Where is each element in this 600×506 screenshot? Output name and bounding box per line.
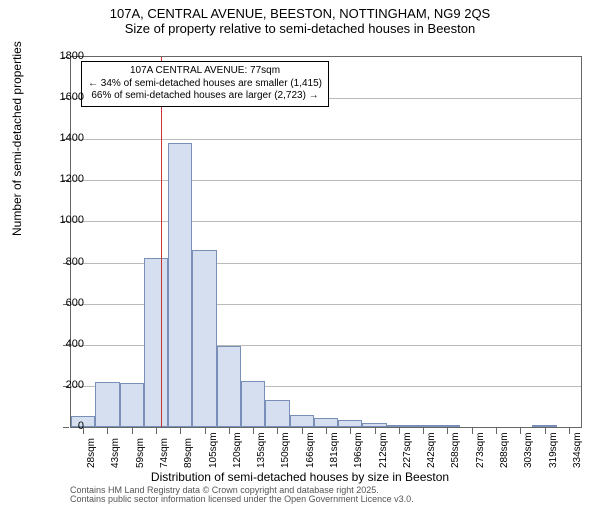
x-tick-label: 319sqm	[548, 432, 559, 468]
property-marker-line	[161, 57, 162, 427]
histogram-bar	[362, 423, 386, 427]
annotation-line2: ← 34% of semi-detached houses are smalle…	[88, 78, 322, 91]
x-tick	[132, 428, 133, 434]
annotation-line3: 66% of semi-detached houses are larger (…	[88, 90, 322, 103]
x-tick-label: 28sqm	[86, 438, 97, 468]
x-tick	[229, 428, 230, 434]
x-tick	[496, 428, 497, 434]
title-sub: Size of property relative to semi-detach…	[0, 21, 600, 36]
x-tick-label: 181sqm	[329, 432, 340, 468]
histogram-bar	[411, 425, 435, 427]
x-tick-label: 288sqm	[499, 432, 510, 468]
x-tick-label: 105sqm	[208, 432, 219, 468]
footer-line-2: Contains public sector information licen…	[70, 495, 414, 504]
y-tick-label: 1600	[60, 91, 84, 103]
y-gridline	[71, 221, 581, 222]
histogram-bar	[314, 418, 338, 427]
x-tick-label: 303sqm	[523, 432, 534, 468]
x-tick-label: 59sqm	[135, 438, 146, 468]
histogram-bar	[435, 425, 459, 427]
x-tick-label: 334sqm	[572, 432, 583, 468]
x-tick	[423, 428, 424, 434]
histogram-bar	[265, 400, 289, 427]
x-tick	[205, 428, 206, 434]
x-tick-label: 150sqm	[280, 432, 291, 468]
y-tick-label: 600	[66, 297, 84, 309]
annotation-line1: 107A CENTRAL AVENUE: 77sqm	[88, 65, 322, 78]
x-tick	[180, 428, 181, 434]
x-tick	[399, 428, 400, 434]
histogram-bar	[338, 420, 362, 427]
x-tick	[472, 428, 473, 434]
histogram-bar	[120, 383, 144, 427]
x-tick-label: 196sqm	[353, 432, 364, 468]
y-tick-label: 1800	[60, 50, 84, 62]
x-tick	[302, 428, 303, 434]
histogram-bar	[217, 346, 241, 427]
histogram-bar	[95, 382, 119, 427]
x-tick-label: 89sqm	[183, 438, 194, 468]
x-tick	[277, 428, 278, 434]
x-tick	[253, 428, 254, 434]
x-tick-label: 166sqm	[305, 432, 316, 468]
x-tick	[107, 428, 108, 434]
y-tick	[63, 427, 69, 428]
y-tick-label: 1000	[60, 214, 84, 226]
chart-container: 107A, CENTRAL AVENUE, BEESTON, NOTTINGHA…	[0, 6, 600, 506]
y-tick-label: 0	[78, 420, 84, 432]
histogram-bar	[532, 425, 556, 427]
x-tick-label: 273sqm	[475, 432, 486, 468]
x-tick	[520, 428, 521, 434]
y-gridline	[71, 180, 581, 181]
x-tick	[350, 428, 351, 434]
x-tick-label: 212sqm	[378, 432, 389, 468]
histogram-bar	[290, 415, 314, 427]
y-tick-label: 800	[66, 256, 84, 268]
x-tick-label: 120sqm	[232, 432, 243, 468]
x-tick-label: 74sqm	[159, 438, 170, 468]
x-tick	[156, 428, 157, 434]
y-axis-title: Number of semi-detached properties	[10, 41, 24, 236]
histogram-bar	[241, 381, 265, 427]
x-tick-label: 227sqm	[402, 432, 413, 468]
x-tick	[447, 428, 448, 434]
x-tick	[375, 428, 376, 434]
annotation-box: 107A CENTRAL AVENUE: 77sqm ← 34% of semi…	[81, 61, 329, 107]
x-tick	[326, 428, 327, 434]
title-main: 107A, CENTRAL AVENUE, BEESTON, NOTTINGHA…	[0, 6, 600, 21]
y-gridline	[71, 139, 581, 140]
histogram-bar	[192, 250, 216, 427]
x-tick	[569, 428, 570, 434]
y-tick-label: 1400	[60, 132, 84, 144]
y-tick-label: 200	[66, 379, 84, 391]
footer-text: Contains HM Land Registry data © Crown c…	[70, 486, 414, 505]
chart-plot-area: 107A CENTRAL AVENUE: 77sqm ← 34% of semi…	[70, 56, 582, 428]
y-tick-label: 1200	[60, 173, 84, 185]
x-tick-label: 43sqm	[110, 438, 121, 468]
x-tick	[545, 428, 546, 434]
histogram-bar	[168, 143, 192, 427]
histogram-bar	[387, 425, 411, 427]
x-tick-label: 242sqm	[426, 432, 437, 468]
x-tick-label: 258sqm	[450, 432, 461, 468]
x-axis-title: Distribution of semi-detached houses by …	[0, 470, 600, 484]
histogram-bar	[144, 258, 168, 427]
y-tick-label: 400	[66, 338, 84, 350]
x-tick-label: 135sqm	[256, 432, 267, 468]
